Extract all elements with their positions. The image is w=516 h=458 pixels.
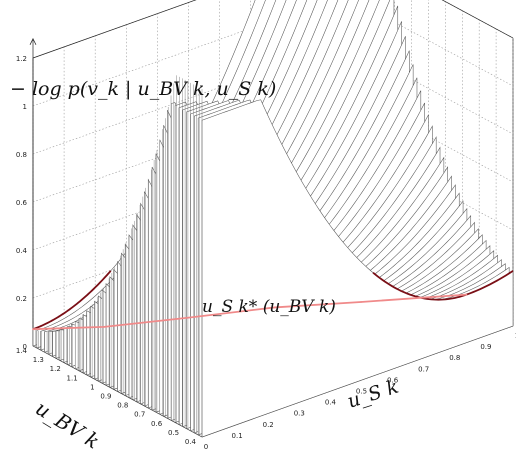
edge-curve-left <box>32 270 112 331</box>
x-tick-label: 1 <box>515 332 516 340</box>
x-tick-label: 0.5 <box>356 388 367 396</box>
optimal-curve-point <box>273 306 276 309</box>
optimal-curve-point <box>186 316 189 319</box>
y-tick-label: 0.9 <box>100 393 111 401</box>
z-tick-label: 0.2 <box>16 295 27 303</box>
z-tick-label: 0.8 <box>16 151 27 159</box>
z-tick-label: 1 <box>23 103 27 111</box>
optimal-curve-point <box>465 293 468 296</box>
x-tick-label: 0.4 <box>325 399 337 407</box>
y-tick-label: 1.2 <box>50 365 61 373</box>
y-tick-label: 1.3 <box>33 356 44 364</box>
x-tick-label: 0.9 <box>480 343 491 351</box>
y-tick-label: 0.5 <box>168 429 179 437</box>
y-tick-label: 0.7 <box>134 411 145 419</box>
z-axis-label: − log p(v_k | u_BV k, u_S k) <box>10 78 276 100</box>
y-tick-label: 1 <box>90 383 94 391</box>
curve-label: u_S k* (u_BV k) <box>202 297 336 317</box>
x-tick-label: 0.2 <box>263 421 274 429</box>
optimal-curve-point <box>32 328 34 331</box>
optimal-curve-point <box>360 301 362 303</box>
optimal-curve <box>32 293 467 331</box>
optimal-curve-point <box>103 325 106 328</box>
x-tick-label: 0.7 <box>418 365 429 373</box>
y-tick-label: 0.4 <box>185 438 197 446</box>
curve-layer <box>32 270 514 331</box>
y-tick-label: 1.1 <box>67 374 78 382</box>
x-tick-label: 0.1 <box>232 432 243 440</box>
y-tick-label: 0.6 <box>151 420 163 428</box>
x-tick-label: 0.6 <box>387 376 399 384</box>
x-tick-label: 0 <box>204 443 208 451</box>
y-tick-label: 0.8 <box>117 402 128 410</box>
z-tick-label: 1.2 <box>16 55 27 63</box>
z-tick-label: 0.6 <box>16 199 28 207</box>
box-edge <box>32 0 514 59</box>
z-tick-label: 0 <box>23 343 27 351</box>
z-axis-arrow <box>29 38 37 45</box>
x-tick-label: 0.8 <box>449 354 460 362</box>
z-tick-label: 0.4 <box>16 247 28 255</box>
tick-labels: 0 0.2 0.4 0.6 0.8 1 1.2 0 0.1 0.2 0.3 0.4 0.5 0.6 0.7 0… <box>16 55 516 451</box>
x-tick-label: 0.3 <box>294 410 305 418</box>
edge-curve-right <box>372 270 514 301</box>
y-axis-label: u_BV k <box>31 396 104 454</box>
surface-mesh <box>32 0 514 438</box>
y-tick-label: 1.4 <box>16 347 28 355</box>
